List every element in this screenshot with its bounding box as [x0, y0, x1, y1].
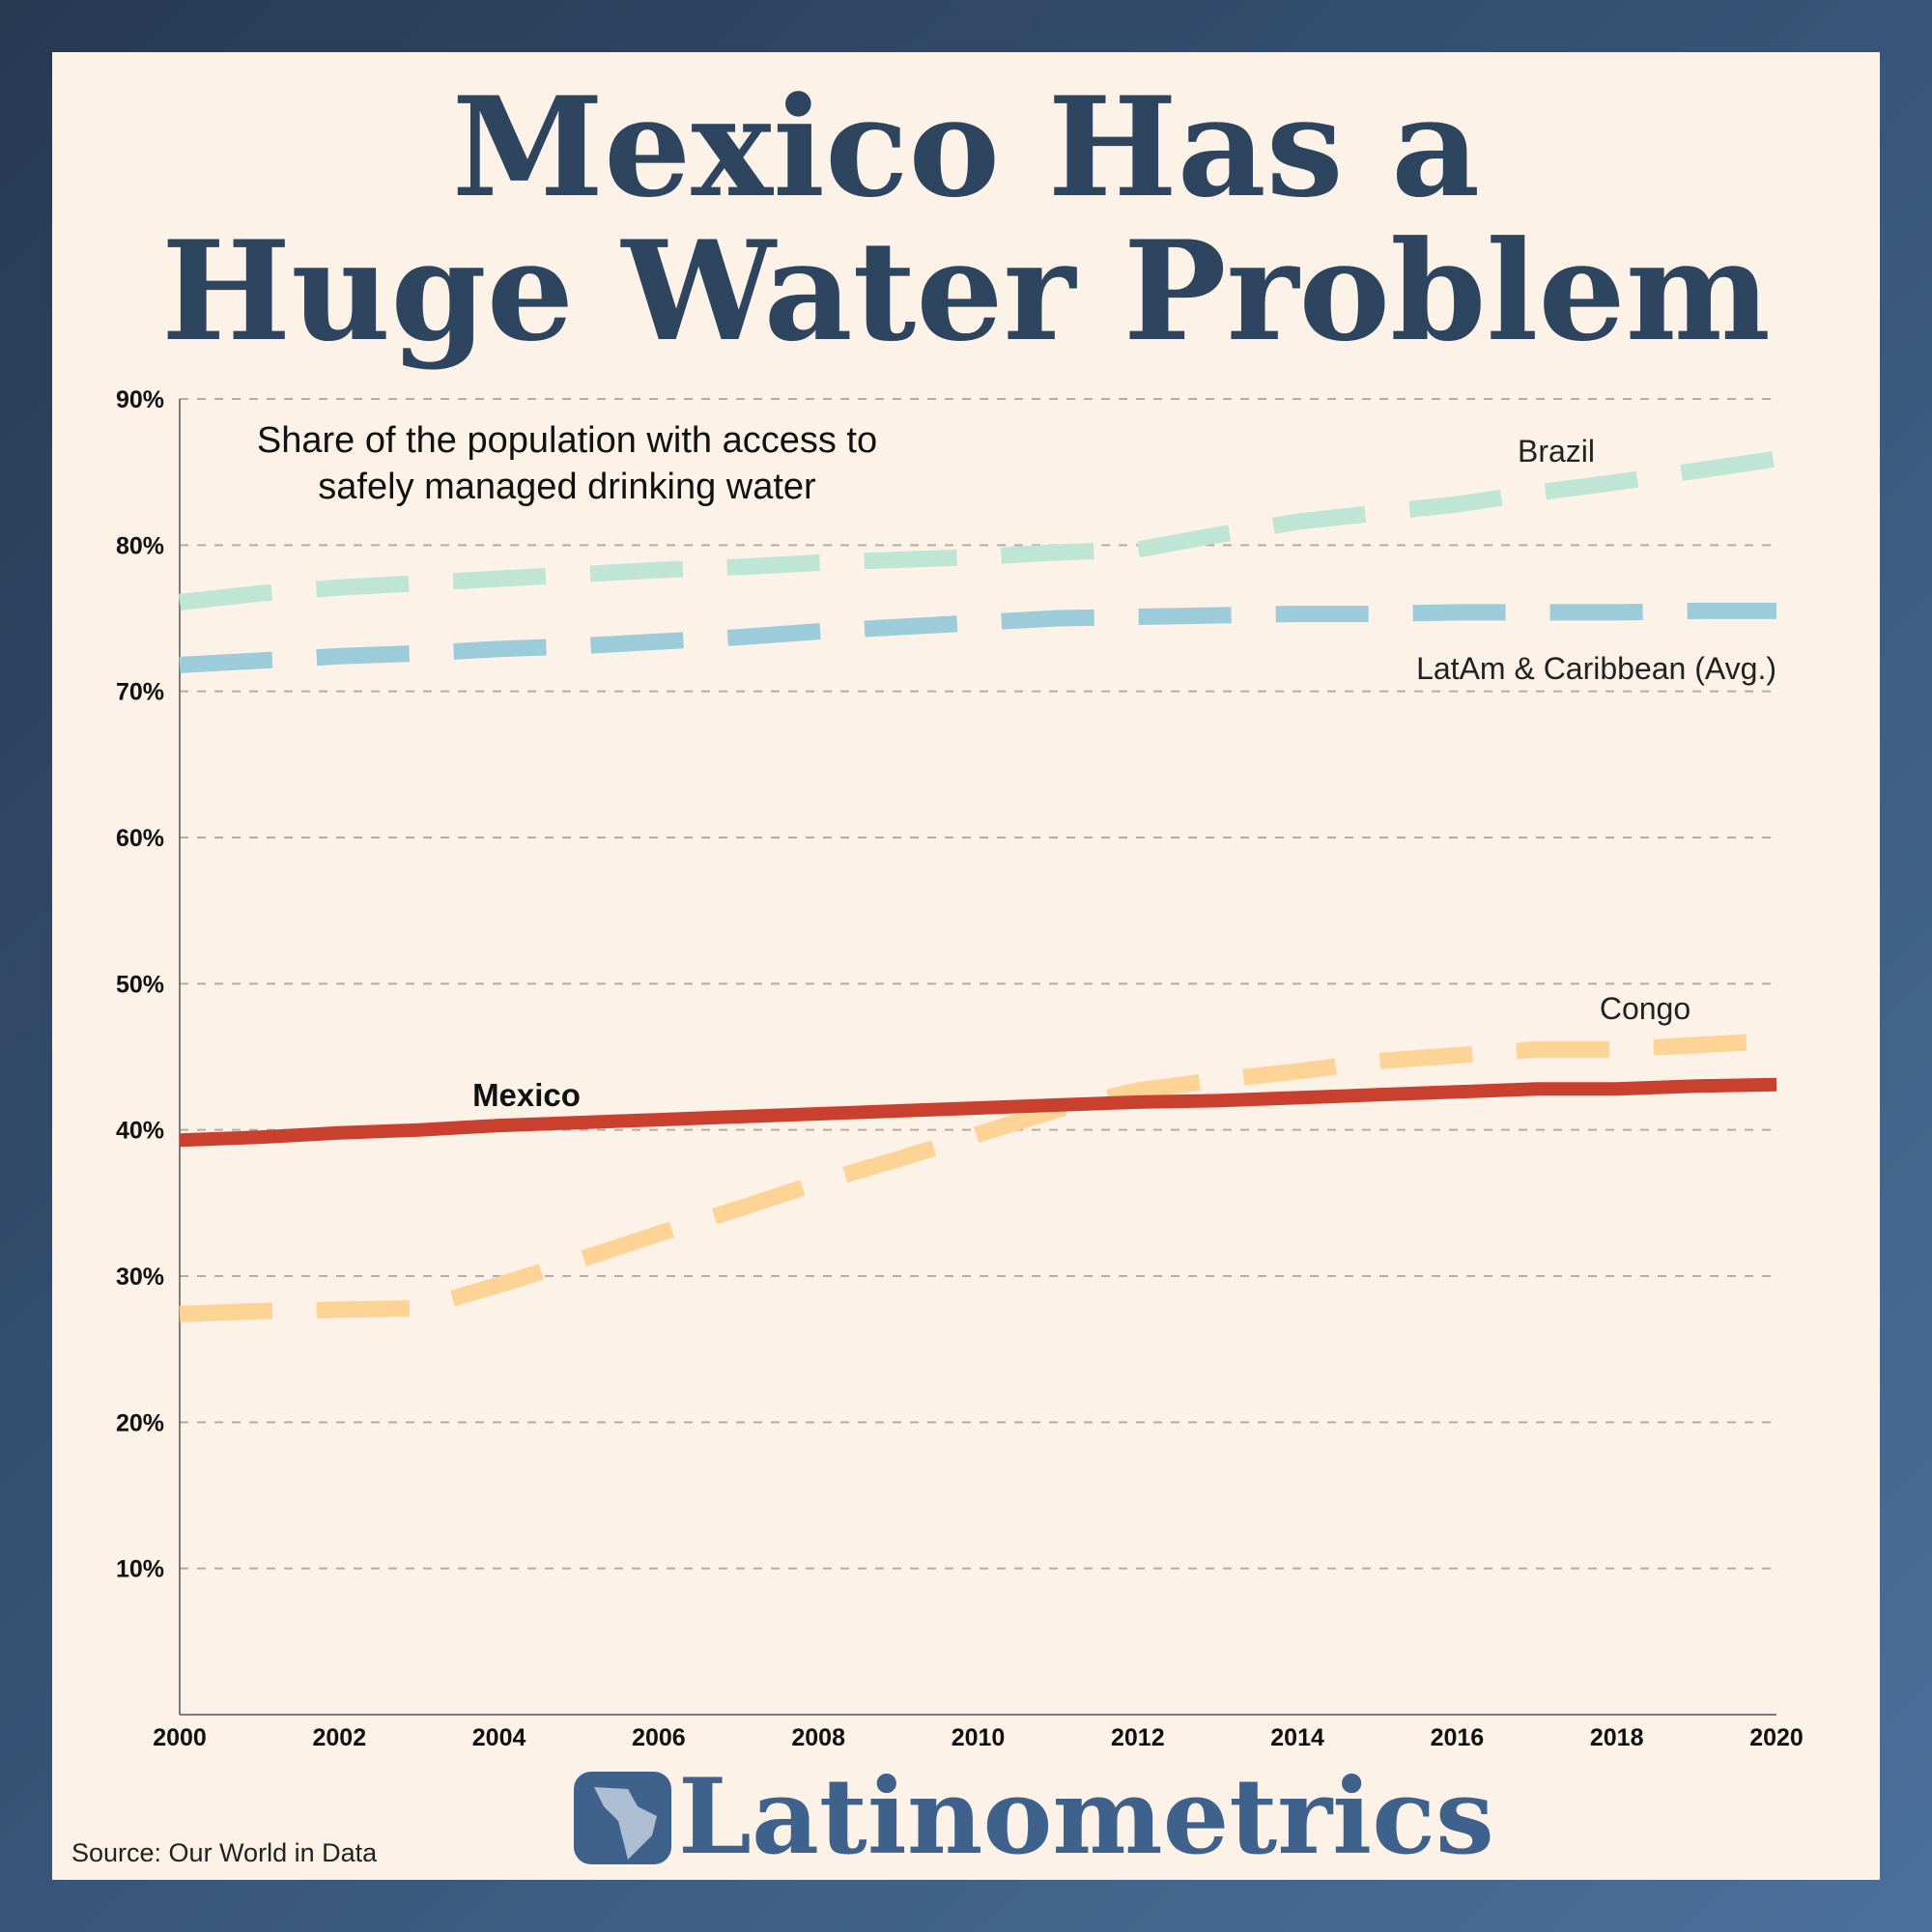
x-tick-label: 2002: [312, 1724, 366, 1751]
title-line-1: Mexico Has a: [452, 68, 1480, 228]
x-tick-label: 2012: [1111, 1724, 1165, 1751]
y-tick-label: 30%: [116, 1264, 164, 1291]
y-tick-label: 50%: [116, 971, 164, 998]
y-tick-label: 70%: [116, 679, 164, 706]
x-tick-label: 2018: [1590, 1724, 1644, 1751]
source-note: Source: Our World in Data: [71, 1838, 378, 1867]
y-tick-label: 80%: [116, 532, 164, 559]
chart-subtitle-line-2: safely managed drinking water: [318, 467, 816, 507]
panel: [52, 52, 1880, 1880]
y-tick-label: 20%: [116, 1409, 164, 1436]
title-line-2: Huge Water Problem: [161, 212, 1771, 372]
x-tick-label: 2020: [1749, 1724, 1804, 1751]
series-line-congo: [179, 1032, 1777, 1322]
brand-name: Latinometrics: [678, 1756, 1494, 1878]
series-label-mexico: Mexico: [472, 1077, 581, 1113]
x-tick-label: 2010: [952, 1724, 1006, 1751]
series-label-latam: LatAm & Caribbean (Avg.): [1416, 651, 1776, 686]
series-label-congo: Congo: [1600, 991, 1690, 1026]
x-tick-label: 2000: [153, 1724, 207, 1751]
chart-subtitle-line-1: Share of the population with access to: [257, 420, 877, 461]
series-line-mexico: [179, 1077, 1777, 1148]
y-tick-label: 40%: [116, 1118, 164, 1145]
x-tick-label: 2014: [1270, 1724, 1324, 1751]
y-tick-label: 10%: [116, 1556, 164, 1583]
x-tick-label: 2004: [472, 1724, 526, 1751]
brand-logo: Latinometrics: [574, 1756, 1494, 1878]
x-axis-ticks: 2000 2002 2004 2006 2008 2010 2012 2014 2016 2018…: [153, 1724, 1804, 1751]
map-shape: [594, 1787, 657, 1860]
y-tick-label: 60%: [116, 825, 164, 852]
x-tick-label: 2006: [632, 1724, 686, 1751]
y-axis-ticks: 10% 20% 30% 40% 50% 60% 70% 80% 90%: [116, 386, 164, 1583]
x-tick-label: 2008: [791, 1724, 845, 1751]
y-tick-label: 90%: [116, 386, 164, 413]
series-lines: [179, 450, 1778, 1322]
x-tick-label: 2016: [1431, 1724, 1485, 1751]
series-label-brazil: Brazil: [1518, 434, 1595, 469]
